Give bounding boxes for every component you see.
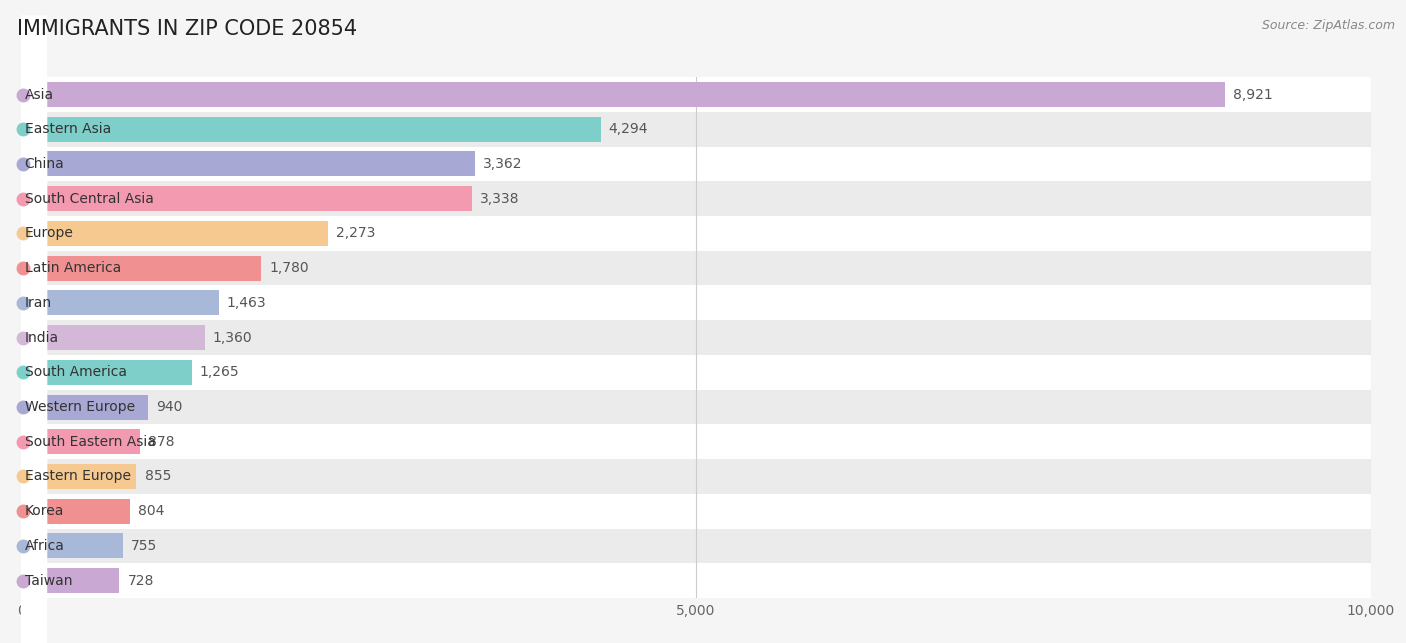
Text: 1,463: 1,463 <box>226 296 266 310</box>
FancyBboxPatch shape <box>21 154 48 312</box>
FancyBboxPatch shape <box>21 467 48 625</box>
Text: Africa: Africa <box>24 539 65 553</box>
Bar <box>21 568 120 593</box>
Bar <box>21 285 1371 320</box>
Bar <box>21 152 475 176</box>
Bar <box>21 499 129 523</box>
Bar <box>21 221 328 246</box>
Bar <box>21 563 1371 598</box>
Text: 855: 855 <box>145 469 172 484</box>
Text: Taiwan: Taiwan <box>24 574 72 588</box>
Bar <box>21 77 1371 112</box>
Text: 728: 728 <box>128 574 153 588</box>
FancyBboxPatch shape <box>21 502 48 643</box>
Bar <box>21 256 262 280</box>
FancyBboxPatch shape <box>21 328 48 486</box>
FancyBboxPatch shape <box>21 293 48 451</box>
FancyBboxPatch shape <box>21 432 48 590</box>
Text: South Central Asia: South Central Asia <box>24 192 153 206</box>
Bar <box>21 82 1225 107</box>
Text: Iran: Iran <box>24 296 52 310</box>
Text: 1,780: 1,780 <box>270 261 309 275</box>
Bar <box>21 181 1371 216</box>
Text: China: China <box>24 157 65 171</box>
Text: Western Europe: Western Europe <box>24 400 135 414</box>
FancyBboxPatch shape <box>21 15 48 174</box>
FancyBboxPatch shape <box>21 85 48 243</box>
Text: Source: ZipAtlas.com: Source: ZipAtlas.com <box>1261 19 1395 32</box>
Text: 2,273: 2,273 <box>336 226 375 240</box>
Bar <box>21 291 218 315</box>
Bar <box>21 424 1371 459</box>
FancyBboxPatch shape <box>21 363 48 521</box>
Text: 3,338: 3,338 <box>479 192 519 206</box>
Bar <box>21 147 1371 181</box>
FancyBboxPatch shape <box>21 189 48 347</box>
FancyBboxPatch shape <box>21 224 48 382</box>
Bar <box>21 459 1371 494</box>
Text: 1,265: 1,265 <box>200 365 239 379</box>
Bar <box>21 390 1371 424</box>
Bar <box>21 395 148 419</box>
Text: Korea: Korea <box>24 504 65 518</box>
Bar <box>21 355 1371 390</box>
Text: India: India <box>24 331 59 345</box>
Text: 940: 940 <box>156 400 183 414</box>
Text: 755: 755 <box>131 539 157 553</box>
Bar <box>21 430 139 454</box>
Bar <box>21 216 1371 251</box>
Bar <box>21 117 600 141</box>
Bar <box>21 464 136 489</box>
Bar <box>21 534 122 558</box>
Text: 4,294: 4,294 <box>609 122 648 136</box>
FancyBboxPatch shape <box>21 258 48 417</box>
FancyBboxPatch shape <box>21 120 48 278</box>
Bar <box>21 251 1371 285</box>
Text: 3,362: 3,362 <box>484 157 523 171</box>
Text: Eastern Europe: Eastern Europe <box>24 469 131 484</box>
Text: Europe: Europe <box>24 226 73 240</box>
Bar <box>21 529 1371 563</box>
Text: South Eastern Asia: South Eastern Asia <box>24 435 156 449</box>
Bar <box>21 186 471 211</box>
Bar <box>21 112 1371 147</box>
Bar <box>21 360 191 385</box>
Text: Asia: Asia <box>24 87 53 102</box>
Text: 8,921: 8,921 <box>1233 87 1272 102</box>
Text: South America: South America <box>24 365 127 379</box>
Text: 878: 878 <box>148 435 174 449</box>
Text: Latin America: Latin America <box>24 261 121 275</box>
Text: 804: 804 <box>138 504 165 518</box>
Bar <box>21 494 1371 529</box>
FancyBboxPatch shape <box>21 397 48 556</box>
Text: Eastern Asia: Eastern Asia <box>24 122 111 136</box>
Bar <box>21 320 1371 355</box>
Text: IMMIGRANTS IN ZIP CODE 20854: IMMIGRANTS IN ZIP CODE 20854 <box>17 19 357 39</box>
FancyBboxPatch shape <box>21 50 48 208</box>
Text: 1,360: 1,360 <box>212 331 253 345</box>
Bar <box>21 325 205 350</box>
